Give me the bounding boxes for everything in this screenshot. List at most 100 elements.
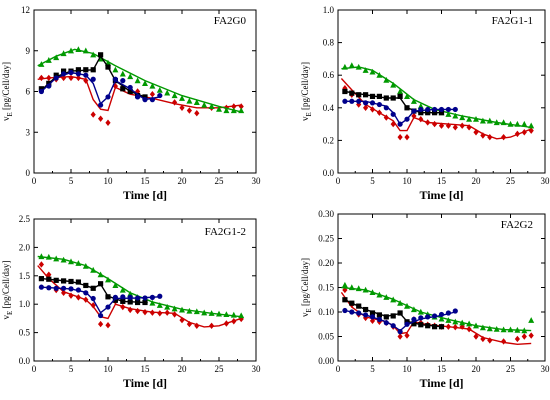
- data-point: [156, 302, 163, 308]
- data-point: [127, 306, 133, 314]
- data-point: [142, 299, 148, 306]
- data-point: [134, 77, 141, 84]
- data-point: [68, 278, 74, 285]
- data-point: [452, 112, 459, 119]
- y-axis-label-rest: [pg/Cell/day]: [300, 258, 310, 308]
- data-point: [521, 120, 528, 127]
- data-point: [90, 266, 97, 273]
- series-fit-line: [41, 286, 160, 314]
- data-point: [223, 311, 230, 318]
- data-point: [171, 92, 178, 99]
- data-point: [38, 61, 45, 67]
- data-point: [397, 133, 403, 141]
- data-point: [179, 316, 185, 324]
- data-point: [369, 289, 376, 295]
- data-point: [397, 333, 403, 340]
- data-point: [452, 323, 458, 331]
- panel-title: FA2G1-1: [492, 15, 533, 27]
- data-point: [194, 322, 200, 329]
- data-point: [45, 57, 52, 63]
- plot-frame: [337, 213, 546, 362]
- data-point: [61, 68, 67, 74]
- data-point: [362, 67, 369, 73]
- data-point: [466, 320, 473, 327]
- data-point: [341, 281, 348, 288]
- series-fit-line: [37, 255, 242, 318]
- data-point: [83, 72, 89, 78]
- series-fit-line: [37, 48, 242, 113]
- data-point: [98, 102, 104, 108]
- data-point: [369, 100, 376, 106]
- x-tick-label: 10: [403, 176, 413, 186]
- x-tick-label: 30: [541, 176, 550, 186]
- data-point: [61, 71, 67, 77]
- data-point: [383, 105, 389, 111]
- y-tick-label: 9: [26, 46, 31, 56]
- data-point: [112, 294, 118, 300]
- data-point: [208, 310, 215, 316]
- data-point: [127, 299, 133, 305]
- data-point: [376, 93, 382, 99]
- data-point: [369, 93, 376, 99]
- data-point: [348, 284, 355, 291]
- x-tick-label: 10: [104, 176, 114, 186]
- data-point: [404, 105, 410, 111]
- data-point: [452, 308, 458, 314]
- data-point: [61, 278, 67, 284]
- panel-title: FA2G1-2: [205, 226, 246, 238]
- data-point: [356, 303, 362, 309]
- data-point: [38, 86, 44, 92]
- x-tick-label: 15: [437, 176, 447, 186]
- data-point: [38, 276, 44, 282]
- data-point: [425, 110, 431, 116]
- data-point: [60, 256, 67, 263]
- data-point: [68, 69, 74, 76]
- data-point: [369, 310, 376, 316]
- plot-frame: [33, 218, 257, 362]
- y-tick-label: 0.0: [323, 168, 335, 178]
- data-point: [459, 319, 466, 326]
- data-point: [418, 315, 424, 321]
- x-tick-label: 0: [336, 176, 341, 186]
- data-point: [342, 98, 348, 104]
- y-tick-label: 0.00: [318, 356, 334, 366]
- data-point: [521, 327, 528, 334]
- y-tick-label: 1.0: [19, 299, 31, 309]
- data-point: [90, 285, 96, 291]
- data-point: [68, 47, 74, 54]
- data-point: [397, 93, 403, 99]
- data-point: [411, 321, 417, 327]
- data-point: [98, 52, 104, 58]
- data-point: [404, 93, 410, 99]
- data-point: [90, 295, 96, 302]
- y-tick-label: 2.5: [19, 214, 31, 224]
- x-axis-label: Time [d]: [419, 376, 463, 390]
- data-point: [83, 296, 89, 303]
- x-tick-label: 25: [506, 364, 516, 374]
- y-axis-label-sub: E: [305, 308, 313, 312]
- data-point: [528, 317, 535, 323]
- data-point: [83, 67, 89, 73]
- data-point: [53, 75, 59, 81]
- data-point: [90, 76, 96, 82]
- chart-panel-4: 0 5 10 15 20 25 30 0.00 0.05 0.10 0.15 0.20 0.25 0.30…: [300, 209, 550, 390]
- data-point: [501, 133, 507, 141]
- data-point: [397, 121, 403, 127]
- data-point: [514, 120, 521, 127]
- data-point: [149, 82, 156, 89]
- series-3: [38, 276, 148, 306]
- y-tick-label: 0.4: [323, 103, 335, 113]
- data-point: [105, 322, 111, 329]
- data-point: [105, 119, 111, 126]
- data-point: [127, 88, 133, 95]
- x-tick-label: 30: [541, 364, 550, 374]
- series-2: [37, 253, 245, 319]
- data-point: [157, 310, 163, 317]
- data-point: [500, 326, 507, 333]
- y-tick-label: 1.5: [19, 271, 31, 281]
- data-point: [119, 286, 126, 293]
- data-point: [514, 335, 520, 343]
- data-point: [164, 303, 171, 310]
- data-point: [342, 88, 348, 95]
